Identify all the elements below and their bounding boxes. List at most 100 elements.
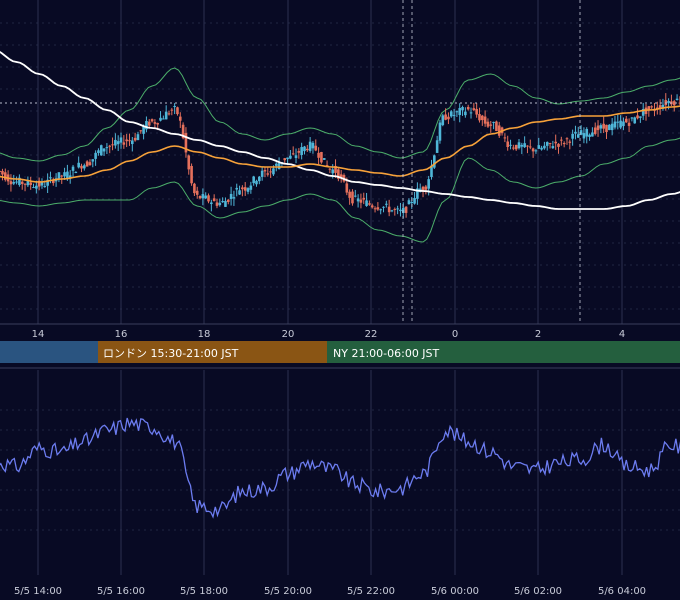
bollinger-bands bbox=[0, 67, 680, 243]
candle-body bbox=[40, 181, 44, 186]
candle-body bbox=[483, 116, 487, 124]
candle-body bbox=[29, 182, 32, 185]
price-axis-tick: 14 bbox=[32, 329, 45, 340]
candle-body bbox=[475, 108, 478, 115]
candle-body bbox=[328, 168, 332, 170]
candle-body bbox=[119, 137, 123, 143]
candle-body bbox=[613, 121, 617, 128]
candle-body bbox=[246, 188, 250, 192]
candle-body bbox=[51, 180, 55, 184]
candle-body bbox=[421, 186, 425, 192]
candle-body bbox=[407, 200, 411, 205]
candle-body bbox=[99, 145, 103, 156]
candle-body bbox=[74, 171, 78, 173]
candle-body bbox=[167, 113, 171, 115]
candle-body bbox=[108, 145, 112, 147]
oscillator-axis-tick: 5/6 04:00 bbox=[598, 586, 646, 597]
candle-body bbox=[509, 144, 512, 146]
candle-body bbox=[159, 117, 162, 121]
oscillator-panel[interactable] bbox=[0, 367, 680, 575]
session-london bbox=[98, 341, 327, 363]
candle-body bbox=[492, 121, 495, 123]
candle-body bbox=[672, 101, 676, 106]
moving-average-long bbox=[0, 51, 680, 210]
candle-body bbox=[404, 206, 408, 213]
candle-body bbox=[286, 157, 289, 160]
candle-body bbox=[596, 125, 600, 131]
candle-body bbox=[114, 139, 117, 146]
candle-body bbox=[624, 118, 628, 123]
session-london-label: ロンドン 15:30-21:00 JST bbox=[103, 347, 239, 360]
candle-body bbox=[303, 146, 306, 152]
candle-body bbox=[351, 191, 354, 204]
candle-body bbox=[269, 171, 272, 173]
candle-body bbox=[449, 111, 453, 117]
candle-body bbox=[83, 165, 86, 169]
candle-body bbox=[102, 148, 106, 152]
candle-body bbox=[150, 119, 154, 122]
candle-body bbox=[88, 162, 92, 166]
oscillator-time-axis: 5/5 14:00 5/5 16:00 5/5 18:00 5/5 20:00 5/5 … bbox=[14, 586, 646, 597]
candle-body bbox=[0, 170, 1, 172]
candle-body bbox=[18, 177, 21, 185]
candle-body bbox=[540, 147, 543, 150]
candle-body bbox=[385, 203, 388, 205]
candle-body bbox=[111, 144, 114, 146]
candle-body bbox=[142, 126, 145, 134]
candle-body bbox=[472, 108, 476, 111]
candle-body bbox=[229, 193, 233, 199]
candle-body bbox=[201, 194, 205, 199]
candle-body bbox=[599, 125, 603, 129]
candle-body bbox=[469, 112, 473, 114]
candle-body bbox=[452, 114, 456, 116]
candle-body bbox=[57, 172, 61, 180]
candle-body bbox=[379, 209, 382, 211]
candle-body bbox=[252, 176, 255, 184]
candle-body bbox=[139, 130, 143, 132]
candle-body bbox=[571, 133, 574, 139]
candle-body bbox=[249, 185, 253, 190]
candle-body bbox=[181, 124, 185, 139]
candle-body bbox=[32, 187, 35, 189]
candle-body bbox=[636, 115, 639, 119]
price-axis-tick: 18 bbox=[198, 329, 211, 340]
candle-body bbox=[608, 124, 611, 131]
candle-body bbox=[147, 121, 151, 126]
candle-body bbox=[300, 147, 303, 155]
oscillator-axis-tick: 5/5 22:00 bbox=[347, 586, 395, 597]
candle-body bbox=[215, 202, 219, 206]
candle-body bbox=[458, 107, 462, 116]
candle-body bbox=[170, 109, 174, 111]
candle-body bbox=[562, 143, 566, 145]
candle-body bbox=[526, 145, 529, 147]
candle-body bbox=[20, 181, 24, 184]
candle-body bbox=[80, 165, 83, 169]
price-panel[interactable] bbox=[0, 0, 680, 324]
candle-body bbox=[289, 155, 292, 159]
oscillator-axis-tick: 5/6 02:00 bbox=[514, 586, 562, 597]
candle-body bbox=[283, 158, 287, 161]
candle-body bbox=[241, 187, 244, 190]
candle-body bbox=[317, 152, 320, 158]
candle-body bbox=[560, 139, 563, 141]
candle-body bbox=[3, 172, 7, 180]
candle-body bbox=[551, 146, 555, 149]
candle-body bbox=[520, 144, 524, 147]
candle-body bbox=[145, 120, 148, 130]
moving-averages bbox=[0, 51, 680, 210]
candlesticks bbox=[0, 93, 680, 219]
candle-body bbox=[325, 165, 329, 167]
candle-body bbox=[534, 150, 538, 152]
candle-body bbox=[218, 202, 222, 206]
candle-body bbox=[588, 134, 591, 137]
candle-body bbox=[272, 168, 275, 175]
candle-body bbox=[43, 186, 47, 188]
oscillator-axis-tick: 5/5 18:00 bbox=[180, 586, 228, 597]
session-ny-label: NY 21:00-06:00 JST bbox=[333, 347, 440, 360]
candle-body bbox=[125, 139, 128, 142]
candle-body bbox=[122, 142, 126, 145]
candle-body bbox=[416, 188, 419, 199]
candle-body bbox=[396, 208, 399, 210]
